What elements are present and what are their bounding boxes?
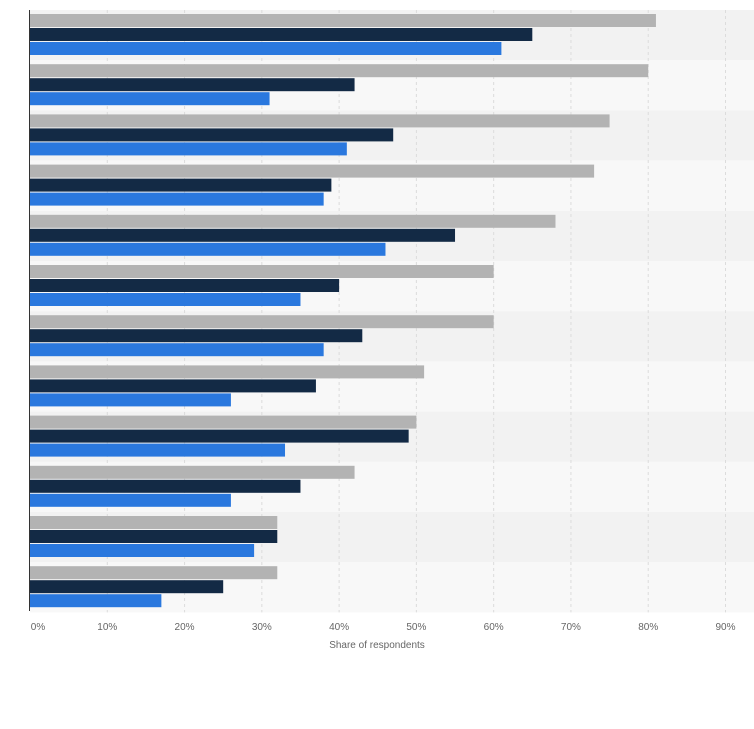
bar — [30, 14, 656, 27]
x-tick-label: 50% — [406, 622, 426, 633]
bar — [30, 228, 456, 242]
bar — [30, 265, 494, 278]
bar — [30, 128, 394, 142]
bar — [30, 192, 324, 206]
bars — [30, 14, 656, 608]
bar — [30, 28, 533, 41]
bar — [30, 580, 224, 594]
bar — [30, 544, 255, 557]
bar — [30, 42, 502, 55]
bar — [30, 293, 301, 306]
x-tick-label: 40% — [329, 622, 349, 633]
bar — [30, 465, 355, 479]
bar — [30, 429, 409, 443]
bar — [30, 566, 278, 580]
bar — [30, 142, 347, 156]
gridlines — [106, 10, 726, 613]
bar — [30, 92, 270, 106]
x-tick-label: 70% — [561, 622, 581, 633]
bar — [30, 114, 610, 128]
x-tick-label: 20% — [175, 622, 195, 633]
bar — [30, 530, 278, 543]
bar — [30, 479, 301, 493]
x-tick-label: 30% — [252, 622, 272, 633]
bar — [30, 443, 286, 457]
x-axis-title: Share of respondents — [329, 640, 425, 651]
bar — [30, 343, 324, 357]
bar — [30, 415, 417, 429]
bar — [30, 242, 386, 256]
x-tick-labels: 0% 10% 20% 30% 40% 50% 60% 70% 80% 90% — [31, 622, 736, 633]
bar — [30, 64, 649, 78]
bar — [30, 78, 355, 92]
bar — [30, 178, 332, 192]
bar — [30, 493, 231, 507]
bar — [30, 164, 595, 178]
bar — [30, 214, 556, 228]
bar — [30, 379, 316, 393]
bar — [30, 594, 162, 608]
x-tick-label: 90% — [715, 622, 735, 633]
x-tick-label: 10% — [97, 622, 117, 633]
bar — [30, 329, 363, 343]
x-tick-label: 80% — [638, 622, 658, 633]
bar — [30, 516, 278, 529]
bar — [30, 393, 231, 407]
bar — [30, 279, 340, 292]
x-tick-label: 60% — [484, 622, 504, 633]
bar — [30, 365, 425, 379]
bar — [30, 315, 494, 329]
x-tick-label: 0% — [31, 622, 46, 633]
